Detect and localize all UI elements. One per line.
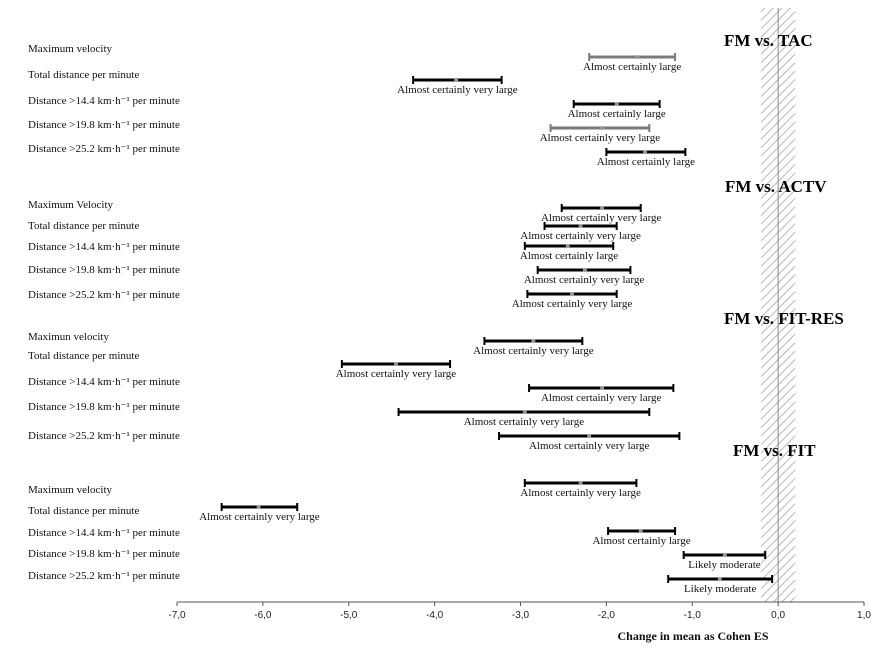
inference-label: Almost certainly very large [520, 487, 641, 499]
row-label: Distance >25.2 km·h⁻¹ per minute [28, 289, 180, 301]
row-label: Maximum Velocity [28, 199, 114, 211]
mean-point [570, 292, 575, 296]
group-title: FM vs. ACTV [725, 177, 827, 196]
group-title: FM vs. FIT-RES [724, 309, 844, 328]
mean-point [614, 102, 619, 106]
mean-point [600, 386, 605, 390]
confidence-intervals [220, 53, 774, 583]
mean-point [600, 206, 605, 210]
mean-point [522, 410, 527, 414]
row-label: Distance >25.2 km·h⁻¹ per minute [28, 430, 180, 442]
mean-point [587, 434, 592, 438]
row-label: Distance >14.4 km·h⁻¹ per minute [28, 527, 180, 539]
row-label: Total distance per minute [28, 505, 140, 517]
x-axis-ticks: -7,0 -6,0 -5,0 -4,0 -3,0 -2,0 -1,0 0,0 1,0 [168, 602, 871, 621]
mean-point [643, 150, 648, 154]
mean-point [717, 577, 722, 581]
x-tick-label: -4,0 [426, 610, 444, 621]
x-tick-label: -2,0 [598, 610, 616, 621]
inference-label: Almost certainly very large [540, 392, 662, 404]
mean-point [565, 244, 570, 248]
mean-point [393, 362, 398, 366]
inference-label: Likely moderate [683, 583, 757, 595]
row-label: Distance >25.2 km·h⁻¹ per minute [28, 143, 180, 155]
inference-label: Almost certainly very large [511, 298, 633, 310]
inference-label: Almost certainly large [596, 156, 695, 168]
x-tick-label: 1,0 [857, 610, 871, 621]
x-tick-label: -1,0 [684, 610, 702, 621]
row-label: Distance >19.8 km·h⁻¹ per minute [28, 548, 180, 560]
mean-point [635, 55, 640, 59]
row-label: Total distance per minute [28, 350, 140, 362]
row-label: Distance >14.4 km·h⁻¹ per minute [28, 95, 180, 107]
row-label: Total distance per minute [28, 69, 140, 81]
inference-label: Almost certainly very large [397, 84, 518, 96]
x-tick-label: -3,0 [512, 610, 530, 621]
mean-point [722, 553, 727, 557]
inference-label: Almost certainly very large [473, 345, 594, 357]
mean-point [582, 268, 587, 272]
inference-label: Almost certainly very large [520, 230, 641, 242]
mean-point [578, 481, 583, 485]
row-label: Maximum velocity [28, 484, 113, 496]
x-tick-label: -5,0 [340, 610, 358, 621]
row-label: Total distance per minute [28, 220, 140, 232]
inference-label: Almost certainly large [519, 250, 619, 262]
inference-label: Almost certainly very large [523, 274, 645, 286]
inference-label: Almost certainly large [567, 108, 666, 120]
row-label: Distance >25.2 km·h⁻¹ per minute [28, 570, 180, 582]
inference-label: Almost certainly very large [335, 368, 457, 380]
group-title: FM vs. TAC [724, 31, 813, 50]
mean-point [256, 505, 261, 509]
mean-point [638, 529, 643, 533]
inference-label: Likely moderate [688, 559, 761, 571]
mean-point [531, 339, 536, 343]
mean-point [454, 78, 459, 82]
inference-label: Almost certainly very large [528, 440, 650, 452]
x-axis-title: Change in mean as Cohen ES [617, 629, 769, 643]
x-tick-label: -6,0 [254, 610, 272, 621]
inference-label: Almost certainly very large [540, 212, 662, 224]
row-label: Distance >14.4 km·h⁻¹ per minute [28, 376, 180, 388]
inference-label: Almost certainly large [592, 535, 691, 547]
inference-label: Almost certainly large [583, 61, 682, 73]
group-title: FM vs. FIT [733, 441, 816, 460]
row-label: Maximum velocity [28, 43, 113, 55]
row-label: Maximun velocity [28, 331, 109, 343]
row-label: Distance >14.4 km·h⁻¹ per minute [28, 241, 180, 253]
inference-label: Almost certainly very large [463, 416, 585, 428]
row-label: Distance >19.8 km·h⁻¹ per minute [28, 119, 180, 131]
mean-point [600, 126, 605, 130]
row-label: Distance >19.8 km·h⁻¹ per minute [28, 264, 180, 276]
inference-label: Almost certainly very large [539, 132, 661, 144]
mean-point [578, 224, 583, 228]
row-label: Distance >19.8 km·h⁻¹ per minute [28, 401, 180, 413]
x-tick-label: 0,0 [771, 610, 785, 621]
inference-label: Almost certainly very large [199, 511, 320, 523]
x-tick-label: -7,0 [168, 610, 186, 621]
